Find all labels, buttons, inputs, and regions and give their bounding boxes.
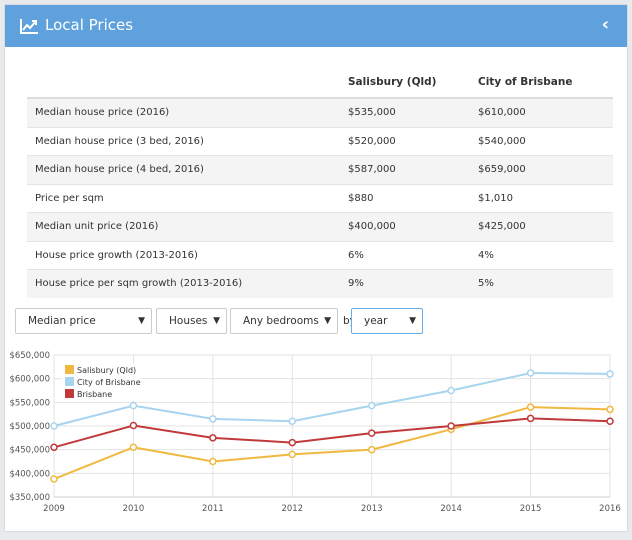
salisbury-value: $535,000 [340, 97, 470, 127]
brisbane-value: $659,000 [470, 155, 613, 184]
metric-select[interactable]: Median price ▼ [15, 308, 152, 334]
salisbury-value: $400,000 [340, 212, 470, 241]
salisbury-value: 6% [340, 240, 470, 270]
y-tick-label: $400,000 [9, 469, 50, 479]
data-point [50, 422, 58, 430]
data-point [50, 443, 58, 452]
series-line [53, 371, 611, 427]
data-point [209, 415, 217, 423]
x-tick-label: 2013 [361, 504, 383, 514]
brisbane-value: 5% [470, 269, 613, 298]
local-prices-panel: Local Prices ‹ Salisbury (Qld) City of B… [4, 4, 628, 532]
data-point [288, 438, 297, 447]
y-tick-label: $350,000 [9, 493, 50, 503]
column-header-label [27, 67, 340, 99]
x-tick-label: 2010 [123, 504, 145, 514]
period-select-value: year [364, 315, 388, 327]
legend-swatch [65, 365, 74, 374]
data-point [209, 434, 217, 442]
bedrooms-select[interactable]: Any bedrooms ▼ [230, 308, 338, 334]
brisbane-value: 4% [470, 240, 613, 270]
data-point [606, 417, 614, 426]
legend-label: City of Brisbane [77, 378, 141, 387]
chevron-down-icon: ▼ [213, 316, 220, 326]
property-type-select[interactable]: Houses ▼ [156, 308, 227, 334]
data-point [447, 386, 455, 395]
data-point [367, 429, 376, 437]
row-label: Median unit price (2016) [27, 212, 340, 241]
data-point [526, 414, 535, 423]
y-tick-label: $450,000 [9, 446, 50, 456]
legend-box [62, 363, 142, 401]
brisbane-value: $425,000 [470, 212, 613, 241]
brisbane-value: $610,000 [470, 97, 613, 127]
salisbury-value: $520,000 [340, 126, 470, 156]
x-tick-label: 2011 [202, 504, 224, 514]
brisbane-value: $540,000 [470, 126, 613, 156]
chevron-down-icon: ▼ [324, 316, 331, 326]
row-label: Price per sqm [27, 183, 340, 213]
table-row: House price growth (2013-2016) 6% 4% [27, 240, 613, 270]
y-tick-label: $550,000 [9, 398, 50, 408]
salisbury-value: 9% [340, 269, 470, 298]
x-tick-label: 2014 [440, 504, 462, 514]
panel-header: Local Prices ‹ [5, 5, 627, 47]
chevron-down-icon: ▼ [409, 316, 416, 326]
row-label: House price growth (2013-2016) [27, 240, 340, 270]
data-point [50, 475, 58, 483]
data-point [526, 403, 535, 411]
row-label: House price per sqm growth (2013-2016) [27, 269, 340, 298]
table-row: Price per sqm $880 $1,010 [27, 183, 613, 213]
trend-chart-icon [20, 19, 38, 34]
series-line [53, 406, 611, 480]
x-tick-label: 2012 [281, 504, 303, 514]
data-point [129, 401, 138, 410]
data-point [447, 422, 455, 430]
data-point [367, 445, 376, 454]
metric-select-value: Median price [28, 315, 96, 327]
table-row: Median house price (3 bed, 2016) $520,00… [27, 126, 613, 156]
data-point [367, 401, 376, 410]
data-point [606, 405, 614, 414]
brisbane-value: $1,010 [470, 183, 613, 213]
legend-label: Salisbury (Qld) [77, 366, 136, 375]
table-header-row: Salisbury (Qld) City of Brisbane [27, 67, 613, 99]
legend-swatch [65, 389, 74, 398]
row-label: Median house price (4 bed, 2016) [27, 155, 340, 184]
column-header-brisbane: City of Brisbane [470, 67, 613, 99]
collapse-chevron-icon[interactable]: ‹ [601, 14, 609, 35]
x-tick-label: 2016 [599, 504, 621, 514]
salisbury-value: $880 [340, 183, 470, 213]
price-comparison-table: Salisbury (Qld) City of Brisbane Median … [27, 67, 613, 298]
data-point [129, 421, 138, 430]
series-line [53, 417, 611, 449]
panel-title: Local Prices [45, 16, 134, 34]
price-line-chart: $350,000 $400,000 $450,000 $500,000 $550,000… [9, 351, 621, 514]
y-tick-label: $650,000 [9, 351, 50, 361]
row-label: Median house price (2016) [27, 97, 340, 127]
x-tick-label: 2009 [43, 504, 65, 514]
period-select[interactable]: year ▼ [351, 308, 423, 334]
table-row: Median house price (4 bed, 2016) $587,00… [27, 155, 613, 184]
data-point [526, 369, 535, 377]
legend-swatch [65, 377, 74, 386]
data-point [288, 450, 297, 459]
row-label: Median house price (3 bed, 2016) [27, 126, 340, 156]
data-point [288, 417, 297, 426]
property-type-select-value: Houses [169, 315, 208, 327]
data-point [129, 443, 138, 452]
column-header-salisbury: Salisbury (Qld) [340, 67, 470, 99]
data-point [209, 457, 217, 466]
bedrooms-select-value: Any bedrooms [243, 315, 319, 327]
y-tick-label: $600,000 [9, 375, 50, 385]
salisbury-value: $587,000 [340, 155, 470, 184]
table-row: Median house price (2016) $535,000 $610,… [27, 97, 613, 127]
y-tick-label: $500,000 [9, 422, 50, 432]
table-row: Median unit price (2016) $400,000 $425,0… [27, 212, 613, 241]
table-row: House price per sqm growth (2013-2016) 9… [27, 269, 613, 298]
data-point [606, 370, 614, 378]
chevron-down-icon: ▼ [138, 316, 145, 326]
x-tick-label: 2015 [520, 504, 542, 514]
legend-label: Brisbane [77, 390, 112, 399]
